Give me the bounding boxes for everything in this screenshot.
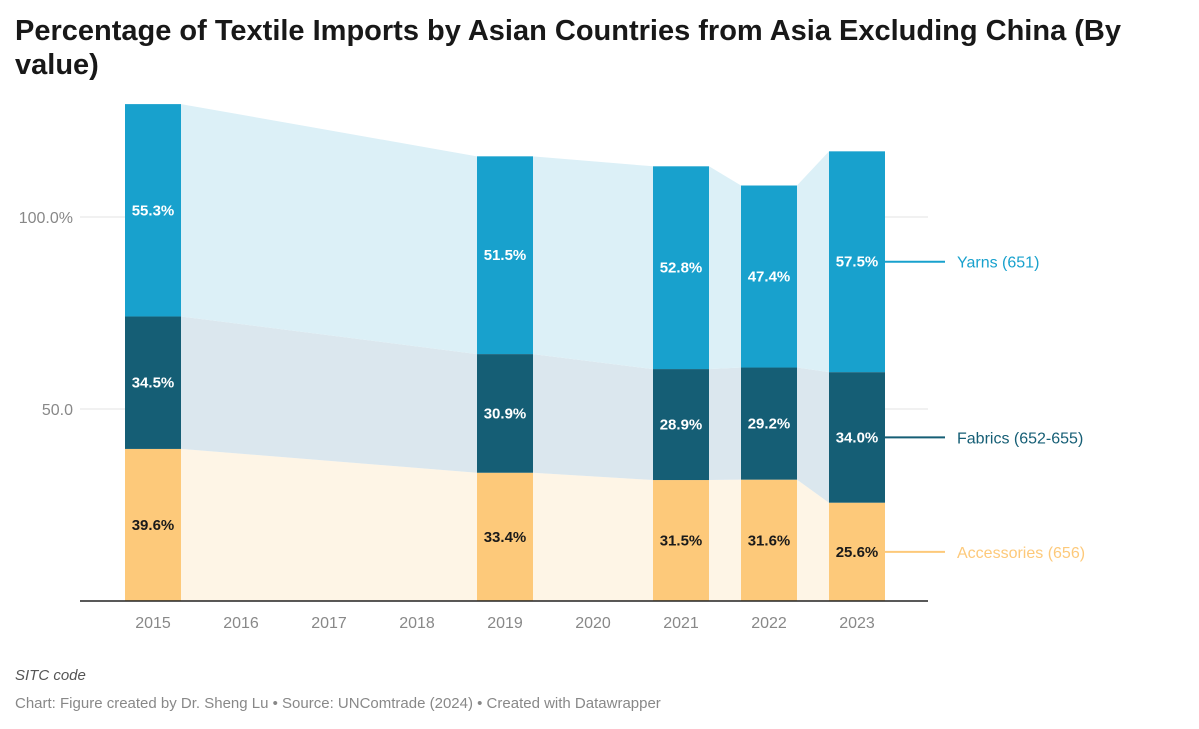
x-tick-label: 2023 [839,615,875,632]
data-label: 57.5% [836,254,879,271]
data-label: 31.5% [660,533,703,550]
bar-segment [741,367,797,480]
x-tick-label: 2017 [311,615,347,632]
bar-segment [829,372,885,503]
data-label: 52.8% [660,260,703,277]
series-label: Yarns (651) [957,255,1039,272]
chart-note: SITC code [15,667,86,684]
connector-area [533,156,653,370]
chart-footer: Chart: Figure created by Dr. Sheng Lu • … [15,695,661,712]
bar-segment [653,480,709,601]
connector-area [797,151,829,373]
x-tick-label: 2019 [487,615,523,632]
bar-segment [653,166,709,370]
data-label: 51.5% [484,247,527,264]
bar-segment [125,104,181,317]
data-label: 55.3% [132,202,175,219]
connector-area [181,104,477,355]
data-label: 33.4% [484,529,527,546]
connector-area [797,479,829,601]
connector-area [709,166,741,370]
x-tick-label: 2020 [575,615,611,632]
chart-title: Percentage of Textile Imports by Asian C… [15,15,1121,81]
connector-area [709,479,741,601]
data-label: 30.9% [484,405,527,422]
data-label: 34.0% [836,429,879,446]
bar-segment [477,156,533,355]
x-tick-label: 2016 [223,615,259,632]
y-tick-label: 50.0 [42,402,73,419]
y-tick-label: 100.0% [19,210,73,227]
x-tick-label: 2018 [399,615,435,632]
x-tick-label: 2022 [751,615,787,632]
series-label: Fabrics (652-655) [957,430,1083,447]
bar-segment [125,448,181,601]
data-label: 39.6% [132,517,175,534]
connector-area [533,354,653,481]
bar-segment [653,369,709,481]
data-label: 29.2% [748,416,791,433]
series-label: Accessories (656) [957,545,1085,562]
data-label: 25.6% [836,544,879,561]
data-label: 34.5% [132,375,175,392]
connector-area [797,367,829,503]
connector-area [709,367,741,481]
data-label: 31.6% [748,532,791,549]
bar-segment [829,151,885,373]
x-tick-label: 2015 [135,615,171,632]
bar-segment [741,185,797,368]
x-tick-label: 2021 [663,615,699,632]
bar-segment [125,316,181,449]
bar-segment [477,354,533,473]
connector-area [181,448,477,601]
bar-segment [741,479,797,601]
data-label: 47.4% [748,269,791,286]
data-label: 28.9% [660,417,703,434]
bar-segment [829,502,885,601]
bar-segment [477,472,533,601]
connector-area [533,472,653,601]
connector-area [181,316,477,473]
